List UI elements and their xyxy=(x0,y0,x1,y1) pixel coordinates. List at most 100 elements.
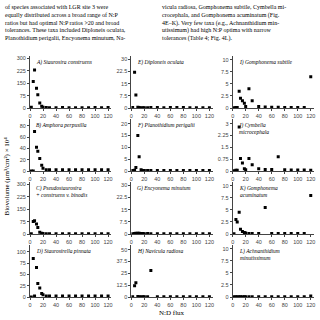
svg-text:0: 0 xyxy=(28,302,31,308)
svg-text:A) Staurosira construens: A) Staurosira construens xyxy=(36,59,92,66)
svg-text:60: 60 xyxy=(167,302,173,308)
svg-text:60: 60 xyxy=(66,176,72,182)
svg-text:7.5: 7.5 xyxy=(221,69,229,75)
svg-text:2.25: 2.25 xyxy=(218,132,229,138)
svg-text:0: 0 xyxy=(231,176,234,182)
svg-text:225: 225 xyxy=(17,68,26,74)
svg-text:2.5: 2.5 xyxy=(221,93,229,99)
svg-text:5: 5 xyxy=(226,207,229,213)
svg-text:of species associated with LGR: of species associated with LGR site 3 we… xyxy=(5,4,126,41)
svg-text:10: 10 xyxy=(121,144,127,150)
svg-text:100: 100 xyxy=(192,302,201,308)
svg-text:20: 20 xyxy=(141,113,147,119)
svg-text:100: 100 xyxy=(90,302,99,308)
svg-text:22.5: 22.5 xyxy=(117,68,128,74)
svg-text:0: 0 xyxy=(124,168,127,174)
svg-text:75: 75 xyxy=(20,260,26,266)
svg-text:60: 60 xyxy=(20,134,26,140)
svg-text:120: 120 xyxy=(306,239,315,245)
svg-text:40: 40 xyxy=(20,145,26,151)
svg-text:30: 30 xyxy=(121,56,127,62)
svg-text:20: 20 xyxy=(141,239,147,245)
svg-text:40: 40 xyxy=(256,113,262,119)
svg-text:0: 0 xyxy=(226,168,229,174)
svg-text:10: 10 xyxy=(222,246,228,252)
svg-text:80: 80 xyxy=(180,302,186,308)
svg-text:60: 60 xyxy=(269,113,275,119)
svg-text:0: 0 xyxy=(130,176,133,182)
svg-text:60: 60 xyxy=(269,302,275,308)
svg-text:120: 120 xyxy=(103,176,112,182)
svg-text:100: 100 xyxy=(192,176,201,182)
svg-text:40: 40 xyxy=(53,239,59,245)
svg-text:D) Staurosirella pinnata: D) Staurosirella pinnata xyxy=(36,248,91,255)
svg-text:I) Gomphonema subtile: I) Gomphonema subtile xyxy=(239,59,292,66)
svg-text:40: 40 xyxy=(53,113,59,119)
svg-text:0: 0 xyxy=(23,231,26,237)
svg-text:15: 15 xyxy=(121,132,127,138)
svg-text:0: 0 xyxy=(28,176,31,182)
svg-text:20: 20 xyxy=(40,113,46,119)
svg-text:40: 40 xyxy=(256,176,262,182)
svg-text:J) Cymbellamicrocephala: J) Cymbellamicrocephala xyxy=(239,122,269,135)
svg-text:120: 120 xyxy=(306,176,315,182)
svg-text:37.5: 37.5 xyxy=(117,258,128,264)
svg-text:40: 40 xyxy=(154,176,160,182)
svg-text:C) Pseudostaurosira+ construen: C) Pseudostaurosira+ construens v. binod… xyxy=(36,185,87,198)
svg-text:60: 60 xyxy=(66,302,72,308)
svg-text:100: 100 xyxy=(90,113,99,119)
svg-text:N:D flux: N:D flux xyxy=(159,309,185,317)
svg-text:120: 120 xyxy=(205,302,214,308)
svg-text:60: 60 xyxy=(269,176,275,182)
svg-text:50: 50 xyxy=(20,271,26,277)
svg-text:20: 20 xyxy=(243,113,249,119)
svg-text:225: 225 xyxy=(17,194,26,200)
svg-text:40: 40 xyxy=(53,176,59,182)
svg-text:80: 80 xyxy=(20,123,26,129)
svg-text:120: 120 xyxy=(306,302,315,308)
svg-text:150: 150 xyxy=(17,80,26,86)
svg-text:12.5: 12.5 xyxy=(117,282,128,288)
svg-text:25: 25 xyxy=(121,270,127,276)
svg-text:20: 20 xyxy=(243,176,249,182)
svg-text:40: 40 xyxy=(256,239,262,245)
svg-text:0: 0 xyxy=(124,231,127,237)
svg-text:100: 100 xyxy=(192,239,201,245)
svg-text:120: 120 xyxy=(103,239,112,245)
svg-text:40: 40 xyxy=(154,239,160,245)
svg-text:100: 100 xyxy=(192,113,201,119)
svg-text:0: 0 xyxy=(231,113,234,119)
svg-text:20: 20 xyxy=(141,302,147,308)
svg-text:0: 0 xyxy=(130,302,133,308)
svg-text:20: 20 xyxy=(40,176,46,182)
svg-text:7.5: 7.5 xyxy=(221,195,229,201)
svg-text:vicula radiosa, Gomphonema sub: vicula radiosa, Gomphonema subtile, Cymb… xyxy=(162,4,286,42)
svg-text:0: 0 xyxy=(23,105,26,111)
svg-text:G) Encyonema minutum: G) Encyonema minutum xyxy=(137,185,190,192)
svg-text:40: 40 xyxy=(154,113,160,119)
svg-text:50: 50 xyxy=(121,247,127,253)
svg-text:0: 0 xyxy=(28,239,31,245)
svg-text:20: 20 xyxy=(40,302,46,308)
svg-text:60: 60 xyxy=(167,176,173,182)
svg-text:60: 60 xyxy=(167,113,173,119)
svg-text:120: 120 xyxy=(306,113,315,119)
svg-text:40: 40 xyxy=(154,302,160,308)
svg-text:0: 0 xyxy=(124,105,127,111)
svg-text:120: 120 xyxy=(103,302,112,308)
svg-text:100: 100 xyxy=(293,176,302,182)
svg-text:300: 300 xyxy=(17,55,26,61)
svg-text:120: 120 xyxy=(205,176,214,182)
svg-text:0: 0 xyxy=(231,239,234,245)
svg-text:20: 20 xyxy=(243,302,249,308)
svg-text:15: 15 xyxy=(121,207,127,213)
svg-text:K) Gomphonemaacuminatum: K) Gomphonemaacuminatum xyxy=(239,185,278,198)
svg-text:L) Achnanthidiumminutissimum: L) Achnanthidiumminutissimum xyxy=(239,248,280,261)
svg-text:0: 0 xyxy=(130,239,133,245)
svg-text:20: 20 xyxy=(243,239,249,245)
svg-text:0: 0 xyxy=(226,294,229,300)
svg-text:300: 300 xyxy=(17,181,26,187)
svg-text:0: 0 xyxy=(23,294,26,300)
svg-text:80: 80 xyxy=(282,302,288,308)
svg-text:80: 80 xyxy=(79,239,85,245)
